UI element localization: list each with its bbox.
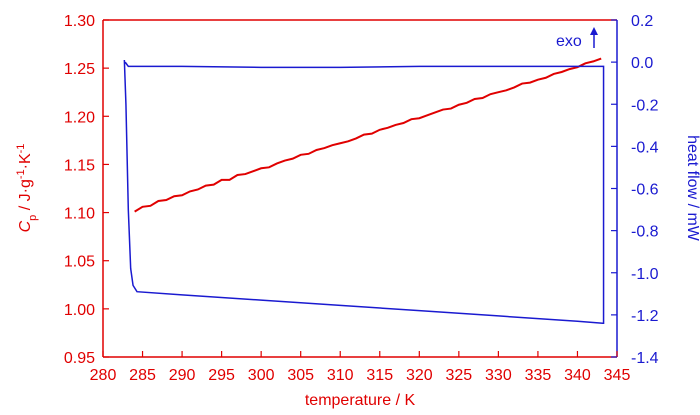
y-tick-label: 1.20: [64, 109, 95, 126]
y-tick-label: 1.00: [64, 302, 95, 319]
y-label-part: p: [27, 215, 39, 221]
y2-tick-label: -0.2: [631, 97, 659, 114]
annotation: exo: [556, 33, 582, 50]
y2-tick-label: -1.0: [631, 266, 659, 283]
y-tick-label: 1.30: [64, 13, 95, 30]
y-label-part: -1: [15, 144, 27, 154]
y2-tick-label: -0.6: [631, 182, 659, 199]
x-tick-label: 335: [525, 367, 552, 384]
x-tick-label: 310: [327, 367, 354, 384]
y2-tick-label: 0.2: [631, 13, 653, 30]
annotation-arrow: [590, 27, 598, 48]
y-tick-label: 1.10: [64, 206, 95, 223]
x-tick-label: 325: [445, 367, 472, 384]
x-tick-label: 315: [366, 367, 393, 384]
y2-tick-label: -0.4: [631, 139, 659, 156]
x-tick-label: 320: [406, 367, 433, 384]
x-axis-label: temperature / K: [305, 392, 416, 409]
x-tick-label: 295: [208, 367, 235, 384]
y-tick-label: 0.95: [64, 350, 95, 367]
x-tick-label: 300: [248, 367, 275, 384]
y2-tick-label: -1.2: [631, 308, 659, 325]
x-tick-label: 280: [90, 367, 117, 384]
y-label-part: / J·g: [17, 179, 34, 215]
y-label-part: -1: [15, 169, 27, 179]
x-tick-label: 290: [169, 367, 196, 384]
data-line: [134, 57, 602, 213]
x-tick-label: 330: [485, 367, 512, 384]
y2-tick-label: -0.8: [631, 224, 659, 241]
y2-axis-label: heat flow / mW: [684, 135, 700, 242]
x-tick-label: 285: [129, 367, 156, 384]
x-tick-label: 305: [287, 367, 314, 384]
y-label-part: C: [17, 220, 34, 232]
y2-tick-label: 0.0: [631, 55, 653, 72]
data-line: [123, 59, 605, 325]
x-tick-label: 345: [604, 367, 631, 384]
y-tick-label: 1.15: [64, 157, 95, 174]
arrow-head: [590, 27, 598, 35]
y-label-part: ·K: [17, 153, 34, 169]
y2-tick-label: -1.4: [631, 350, 659, 367]
x-tick-label: 340: [564, 367, 591, 384]
y-tick-label: 1.05: [64, 254, 95, 271]
y-tick-label: 1.25: [64, 61, 95, 78]
y-axis-label: Cp / J·g-1·K-1: [15, 144, 39, 233]
